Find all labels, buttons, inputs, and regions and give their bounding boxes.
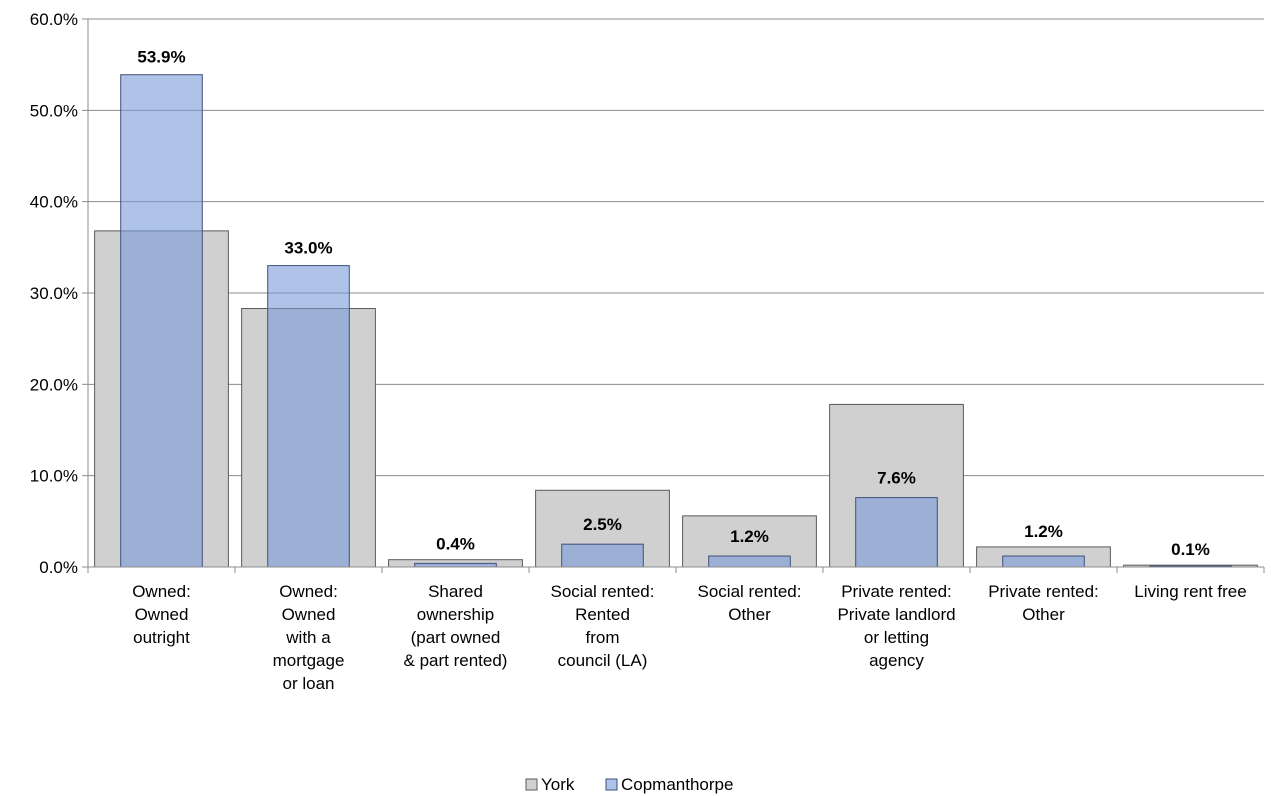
- bar-copmanthorpe: [1002, 555, 1085, 568]
- x-category-label: Shared: [428, 582, 483, 601]
- legend-swatch-york: [525, 778, 538, 791]
- data-label: 33.0%: [284, 239, 332, 258]
- x-category-label: Private rented:: [988, 582, 1099, 601]
- y-axis-tick-labels: 0.0% 10.0% 20.0% 30.0% 40.0% 50.0% 60.0%: [30, 10, 78, 577]
- x-category-label: Owned:: [279, 582, 338, 601]
- copmanthorpe-series: [120, 74, 1232, 568]
- y-tick-label: 20.0%: [30, 375, 78, 394]
- x-category-label: Living rent free: [1134, 582, 1246, 601]
- bar-copmanthorpe: [708, 555, 791, 568]
- x-category-label: Rented: [575, 605, 630, 624]
- x-category-label: Social rented:: [551, 582, 655, 601]
- legend-swatch-copmanthorpe: [605, 778, 618, 791]
- x-category-label: council (LA): [558, 651, 648, 670]
- x-category-label: ownership: [417, 605, 495, 624]
- x-category-label: or letting: [864, 628, 929, 647]
- x-category-label: Owned:: [132, 582, 191, 601]
- data-label: 7.6%: [877, 469, 916, 488]
- data-label: 2.5%: [583, 515, 622, 534]
- axes: [82, 18, 1265, 573]
- bar-copmanthorpe: [561, 543, 644, 568]
- legend-label-york: York: [541, 775, 575, 794]
- bar-copmanthorpe: [414, 562, 497, 568]
- legend: York Copmanthorpe: [525, 775, 733, 794]
- x-category-label: Private landlord: [837, 605, 955, 624]
- data-label: 1.2%: [1024, 522, 1063, 541]
- x-category-label: with a: [285, 628, 331, 647]
- x-category-label: Social rented:: [698, 582, 802, 601]
- data-label: 0.1%: [1171, 540, 1210, 559]
- bar-copmanthorpe: [267, 265, 350, 568]
- bar-copmanthorpe: [855, 497, 938, 568]
- data-labels: 53.9% 33.0% 0.4% 2.5% 1.2% 7.6% 1.2% 0.1%: [137, 48, 1209, 559]
- x-category-label: Private rented:: [841, 582, 952, 601]
- york-series: [94, 230, 1258, 568]
- legend-label-copmanthorpe: Copmanthorpe: [621, 775, 733, 794]
- y-tick-label: 50.0%: [30, 101, 78, 120]
- x-category-label: Owned: [135, 605, 189, 624]
- data-label: 53.9%: [137, 48, 185, 67]
- y-tick-label: 10.0%: [30, 467, 78, 486]
- x-category-label: from: [586, 628, 620, 647]
- y-tick-label: 0.0%: [39, 558, 78, 577]
- x-axis-category-labels: Owned: Owned outright Owned: Owned with a mort…: [132, 582, 1247, 693]
- data-label: 0.4%: [436, 535, 475, 554]
- x-category-label: mortgage: [273, 651, 345, 670]
- x-category-label: Other: [728, 605, 771, 624]
- y-tick-label: 60.0%: [30, 10, 78, 29]
- data-label: 1.2%: [730, 527, 769, 546]
- x-category-label: Other: [1022, 605, 1065, 624]
- x-category-label: or loan: [283, 674, 335, 693]
- x-category-label: Owned: [282, 605, 336, 624]
- x-category-label: agency: [869, 651, 924, 670]
- bar-copmanthorpe: [120, 74, 203, 568]
- y-tick-label: 30.0%: [30, 284, 78, 303]
- x-category-label: (part owned: [411, 628, 501, 647]
- x-category-label: & part rented): [404, 651, 508, 670]
- x-category-label: outright: [133, 628, 190, 647]
- y-tick-label: 40.0%: [30, 193, 78, 212]
